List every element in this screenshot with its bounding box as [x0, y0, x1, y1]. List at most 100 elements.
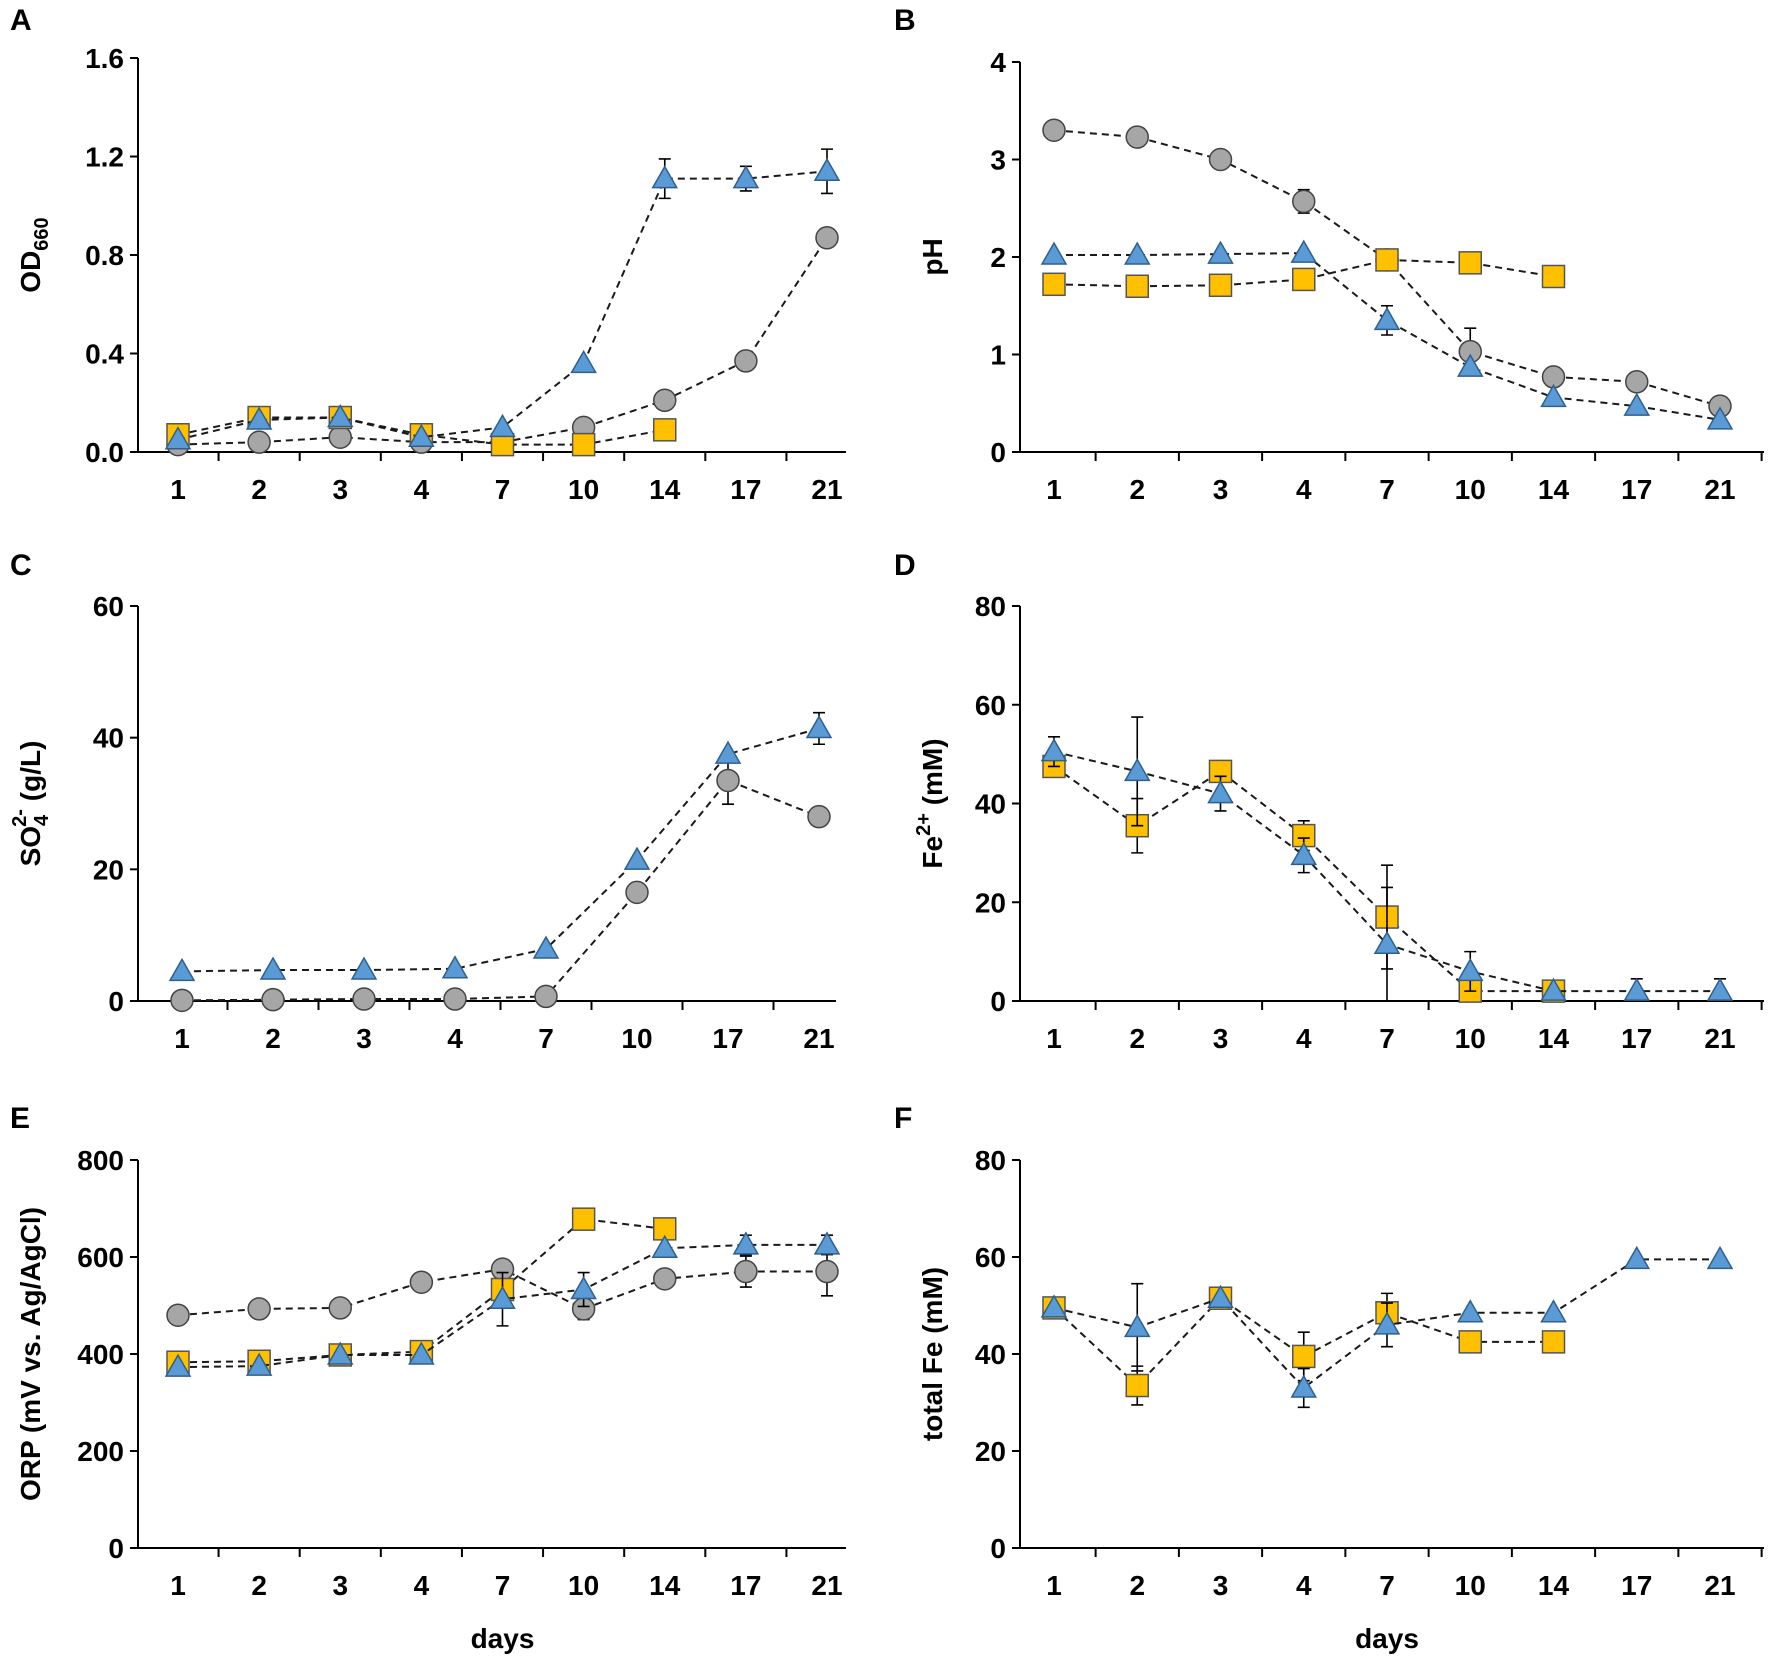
- data-point-square: [571, 1207, 596, 1231]
- x-tick-label: 4: [447, 1023, 463, 1054]
- data-point-triangle: [1123, 1313, 1151, 1338]
- data-point-circle: [261, 987, 285, 1012]
- y-axis-label: total Fe (mM): [917, 1267, 948, 1441]
- data-point-square: [1541, 264, 1566, 289]
- series-line-triangle: [181, 727, 820, 973]
- x-tick-label: 10: [1455, 1023, 1486, 1054]
- data-point-triangle: [1623, 392, 1651, 416]
- x-tick-label: 7: [1379, 1570, 1395, 1601]
- x-tick-label: 7: [1379, 1023, 1395, 1054]
- y-tick-label: 0: [108, 1533, 124, 1564]
- y-tick-label: 0.8: [85, 240, 124, 271]
- data-point-triangle: [1456, 957, 1484, 982]
- data-point-triangle: [570, 349, 597, 374]
- data-point-triangle: [570, 1275, 597, 1300]
- data-point-circle: [815, 226, 839, 250]
- x-tick-label: 21: [1704, 1023, 1735, 1054]
- series-triangle: [1040, 716, 1734, 1002]
- y-tick-label: 60: [975, 690, 1006, 721]
- data-point-triangle: [1040, 738, 1068, 762]
- x-tick-label: 10: [1455, 1570, 1486, 1601]
- panel-letter: E: [10, 1102, 30, 1135]
- data-point-square: [1292, 267, 1316, 292]
- y-tick-label: 40: [975, 789, 1006, 820]
- data-point-circle: [1625, 370, 1649, 394]
- y-tick-label: 0: [990, 986, 1006, 1017]
- x-tick-label: 10: [568, 1570, 599, 1601]
- panel-c: C 0 20 40 60 1 2 3 4 7 10 17 21 SO42- (g/L): [9, 549, 836, 1054]
- x-axis-label: days: [471, 1623, 535, 1654]
- data-point-circle: [734, 349, 758, 373]
- x-tick-label: 17: [730, 1570, 761, 1601]
- y-tick-label: 4: [990, 47, 1006, 78]
- data-point-square: [571, 432, 596, 457]
- x-tick-label: 10: [1455, 474, 1486, 505]
- series-line-circle: [177, 237, 828, 446]
- data-point-circle: [166, 1303, 190, 1327]
- data-point-circle: [653, 1267, 677, 1291]
- panel-letter: A: [10, 4, 32, 37]
- y-tick-label: 3: [990, 145, 1006, 176]
- x-tick-label: 2: [265, 1023, 281, 1054]
- y-tick-label: 80: [975, 591, 1006, 622]
- data-point-triangle: [259, 956, 287, 980]
- data-point-triangle: [1706, 1245, 1734, 1270]
- data-point-triangle: [732, 1231, 760, 1255]
- y-tick-label: 0: [108, 986, 124, 1017]
- data-point-triangle: [1373, 1311, 1401, 1335]
- series-triangle: [164, 148, 841, 450]
- x-tick-label: 1: [170, 1570, 186, 1601]
- y-tick-label: 80: [975, 1145, 1006, 1176]
- data-point-triangle: [168, 957, 196, 982]
- x-tick-label: 2: [1129, 1570, 1145, 1601]
- data-point-circle: [625, 880, 649, 905]
- data-point-circle: [352, 987, 376, 1011]
- series-square: [1042, 248, 1566, 298]
- y-tick-label: 0.0: [85, 437, 124, 468]
- x-tick-label: 21: [803, 1023, 834, 1054]
- data-point-triangle: [651, 165, 679, 189]
- data-point-square: [1458, 1330, 1482, 1354]
- x-tick-label: 7: [495, 1570, 511, 1601]
- series-circle: [170, 755, 831, 1013]
- x-tick-label: 3: [1213, 1023, 1229, 1054]
- data-point-triangle: [1456, 353, 1484, 377]
- y-tick-label: 200: [77, 1436, 124, 1467]
- series-line-circle: [181, 779, 820, 1002]
- data-point-triangle: [164, 1353, 192, 1377]
- data-point-triangle: [1623, 1245, 1651, 1270]
- data-point-square: [1125, 274, 1149, 298]
- y-axis-label: pH: [917, 238, 948, 275]
- panel-b: B 0 1 2 3 4 1 2 3 4 7 10 14 17 21 pH: [894, 4, 1764, 505]
- data-point-triangle: [1123, 757, 1151, 782]
- data-point-circle: [247, 430, 271, 454]
- data-point-triangle: [245, 1352, 273, 1376]
- data-point-square: [1541, 1330, 1566, 1354]
- data-point-circle: [409, 1270, 434, 1294]
- data-point-triangle: [1706, 406, 1734, 430]
- y-tick-label: 0: [990, 437, 1006, 468]
- data-point-triangle: [1540, 1299, 1567, 1323]
- series-square: [1042, 754, 1566, 1003]
- data-point-circle: [443, 987, 467, 1011]
- data-point-triangle: [1207, 240, 1234, 264]
- data-point-triangle: [326, 404, 354, 428]
- series-triangle: [164, 1231, 841, 1377]
- data-point-triangle: [1540, 383, 1567, 408]
- data-point-triangle: [813, 1231, 841, 1255]
- y-axis-label: OD660: [15, 217, 53, 292]
- data-point-triangle: [1373, 930, 1401, 954]
- data-point-triangle: [651, 1234, 679, 1259]
- series-circle: [166, 1246, 839, 1327]
- data-point-triangle: [326, 1341, 354, 1365]
- x-tick-label: 7: [495, 474, 511, 505]
- panel-a: A 0.0 0.4 0.8 1.2 1.6 1 2 3 4 7 10 14 17 21 OD660: [10, 4, 846, 505]
- x-tick-label: 4: [1296, 1023, 1312, 1054]
- y-tick-label: 1.6: [85, 43, 124, 74]
- x-tick-label: 10: [621, 1023, 652, 1054]
- data-point-triangle: [1623, 977, 1651, 1001]
- data-point-square: [1042, 272, 1066, 297]
- data-point-square: [1208, 273, 1233, 298]
- x-tick-label: 1: [1046, 1570, 1062, 1601]
